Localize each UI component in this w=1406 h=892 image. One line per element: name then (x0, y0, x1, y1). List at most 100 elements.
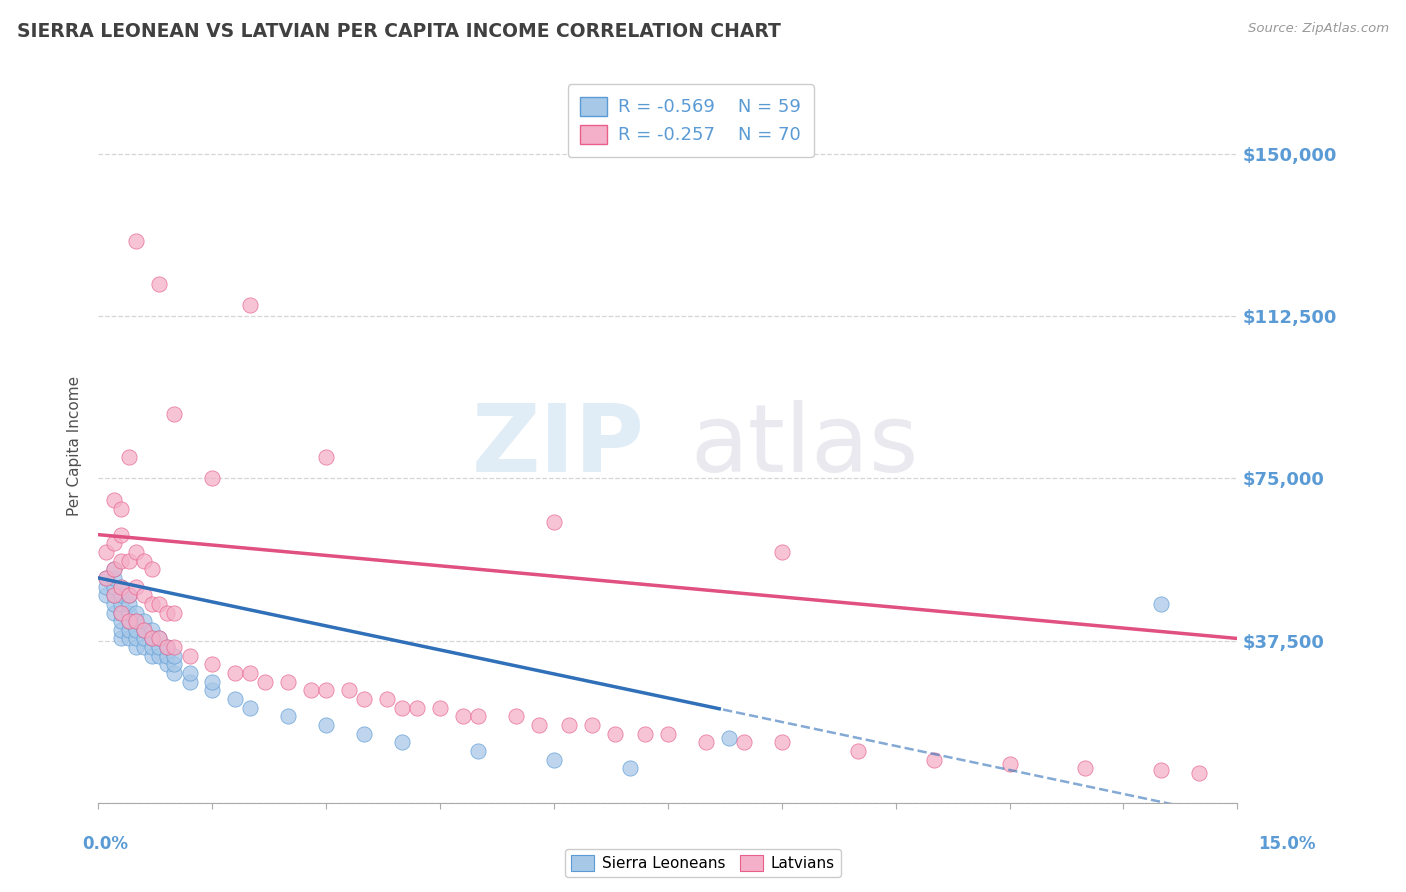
Point (1150, 764, 1173, 778)
Point (375, 692, 398, 706)
Point (141, 623, 163, 637)
Point (695, 735, 717, 749)
Point (118, 553, 141, 567)
Legend: Sierra Leoneans, Latvians: Sierra Leoneans, Latvians (565, 849, 841, 877)
Point (201, 471, 224, 485)
Point (125, 545, 148, 559)
Point (156, 606, 179, 620)
Point (132, 553, 155, 567)
Point (125, 640, 148, 654)
Point (103, 562, 125, 576)
Point (239, 700, 262, 714)
Point (998, 756, 1021, 771)
Point (467, 709, 489, 723)
Point (846, 744, 869, 758)
Text: ZIP: ZIP (472, 400, 645, 492)
Point (1150, 597, 1173, 611)
Point (163, 666, 186, 681)
Point (156, 648, 179, 663)
Point (132, 623, 155, 637)
Point (505, 709, 527, 723)
Point (254, 674, 277, 689)
Point (201, 657, 224, 672)
Point (94, 571, 117, 585)
Point (770, 735, 793, 749)
Point (94, 571, 117, 585)
Point (429, 700, 451, 714)
Text: atlas: atlas (690, 400, 920, 492)
Point (132, 588, 155, 602)
Point (179, 666, 201, 681)
Text: 15.0%: 15.0% (1258, 835, 1315, 853)
Point (922, 753, 945, 767)
Point (110, 588, 132, 602)
Point (148, 632, 170, 646)
Y-axis label: Per Capita Income: Per Capita Income (67, 376, 83, 516)
Point (132, 614, 155, 628)
Point (103, 588, 125, 602)
Point (118, 606, 141, 620)
Point (179, 648, 201, 663)
Text: 0.0%: 0.0% (83, 835, 128, 853)
Point (391, 700, 413, 714)
Point (299, 683, 322, 698)
Point (110, 606, 132, 620)
Point (103, 580, 125, 594)
Point (148, 632, 170, 646)
Point (224, 692, 246, 706)
Point (118, 614, 141, 628)
Point (201, 674, 224, 689)
Point (94, 588, 117, 602)
Point (201, 683, 224, 698)
Point (132, 623, 155, 637)
Point (103, 536, 125, 550)
Point (224, 666, 246, 681)
Point (110, 580, 132, 594)
Point (315, 718, 337, 732)
Point (103, 571, 125, 585)
Point (163, 407, 186, 421)
Point (103, 562, 125, 576)
Point (125, 623, 148, 637)
Point (315, 450, 337, 464)
Point (239, 298, 262, 312)
Point (110, 623, 132, 637)
Point (406, 700, 429, 714)
Point (110, 501, 132, 516)
Point (467, 744, 489, 758)
Point (118, 597, 141, 611)
Point (1188, 765, 1211, 780)
Point (132, 632, 155, 646)
Point (581, 718, 603, 732)
Point (156, 640, 179, 654)
Point (125, 614, 148, 628)
Point (125, 580, 148, 594)
Point (277, 674, 299, 689)
Point (110, 632, 132, 646)
Point (103, 606, 125, 620)
Point (603, 726, 626, 740)
Point (634, 726, 657, 740)
Point (141, 632, 163, 646)
Point (179, 674, 201, 689)
Point (118, 614, 141, 628)
Point (141, 648, 163, 663)
Point (163, 640, 186, 654)
Point (110, 597, 132, 611)
Point (558, 718, 581, 732)
Point (118, 588, 141, 602)
Point (156, 640, 179, 654)
Point (132, 640, 155, 654)
Point (141, 632, 163, 646)
Point (163, 657, 186, 672)
Point (125, 614, 148, 628)
Point (543, 753, 565, 767)
Point (337, 683, 360, 698)
Text: SIERRA LEONEAN VS LATVIAN PER CAPITA INCOME CORRELATION CHART: SIERRA LEONEAN VS LATVIAN PER CAPITA INC… (17, 22, 780, 41)
Point (156, 657, 179, 672)
Point (391, 735, 413, 749)
Point (141, 640, 163, 654)
Point (657, 726, 679, 740)
Point (163, 648, 186, 663)
Point (717, 731, 740, 745)
